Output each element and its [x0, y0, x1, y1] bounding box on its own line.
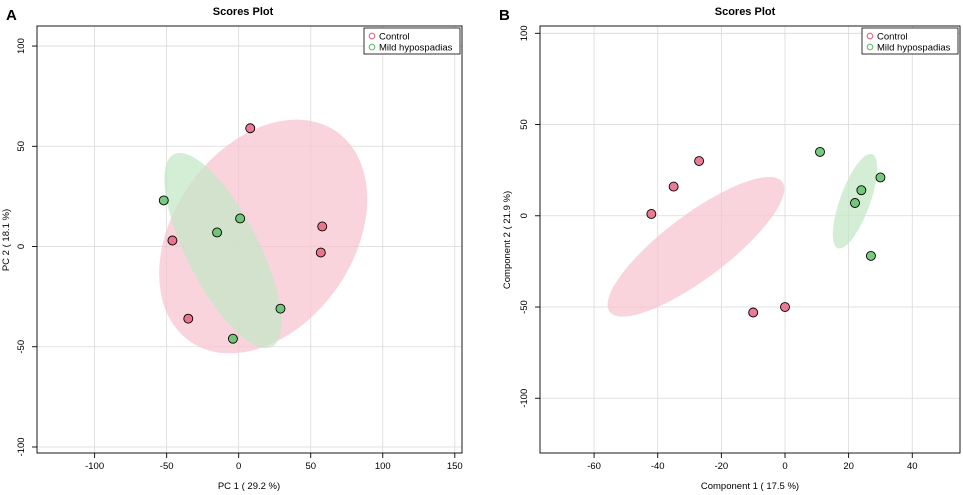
legend-box	[861, 27, 959, 55]
axis-ticks: -100 -50 0 50 100 150 -100 -50 0 50 100	[16, 38, 463, 472]
legend-entry: Control	[379, 31, 410, 42]
legend-marker	[866, 32, 874, 40]
data-point	[850, 198, 860, 208]
y-tick-label: -50	[519, 300, 530, 314]
data-point	[317, 221, 328, 232]
data-point	[212, 227, 223, 238]
data-point	[235, 213, 246, 224]
y-tick-label: -100	[16, 437, 27, 456]
data-point	[275, 303, 286, 314]
plot-frame	[539, 25, 961, 454]
data-point	[865, 250, 876, 261]
x-tick-label: -40	[651, 461, 665, 472]
y-tick-label: 0	[519, 213, 530, 218]
data-point	[315, 247, 326, 258]
chart-title: Scores Plot	[715, 6, 776, 18]
confidence-ellipses	[159, 119, 368, 354]
y-tick-label: 100	[16, 38, 27, 54]
legend-entry: Mild hypospadias	[379, 42, 453, 53]
data-points	[646, 146, 886, 318]
legend-entry: Control	[877, 31, 908, 42]
y-axis-label: PC 2 ( 18.1 %)	[1, 209, 12, 271]
data-point	[167, 235, 178, 246]
data-point	[748, 307, 759, 318]
panel-b: B Scores Plot -60 -40 -20 0 20 40 -100 -50 0 50 10…	[499, 6, 961, 492]
legend-box	[363, 27, 461, 55]
x-tick-label: -50	[160, 461, 174, 472]
legend-marker	[368, 43, 376, 51]
data-point	[875, 172, 886, 183]
data-point	[815, 146, 825, 157]
panel-letter: A	[6, 7, 17, 24]
legend-marker	[866, 43, 874, 51]
x-tick-label: 0	[782, 461, 787, 472]
data-point	[183, 313, 194, 324]
x-axis-label: PC 1 ( 29.2 %)	[218, 481, 280, 492]
legend-marker	[368, 32, 376, 40]
data-point	[227, 333, 238, 344]
data-point	[694, 156, 705, 166]
x-tick-label: 50	[305, 461, 316, 472]
chart-title: Scores Plot	[213, 6, 274, 18]
x-tick-label: -100	[85, 461, 104, 472]
x-axis-label: Component 1 ( 17.5 %)	[701, 481, 799, 492]
x-tick-label: 150	[447, 461, 463, 472]
panel-a: A Scores Plot -100 -50 0 50 100 150 -100 -50 0 50…	[1, 6, 463, 492]
data-point	[646, 209, 657, 219]
data-point	[668, 181, 679, 192]
confidence-ellipses	[607, 153, 878, 317]
x-tick-label: -20	[714, 461, 728, 472]
y-tick-label: -100	[519, 389, 530, 408]
y-tick-label: -50	[16, 340, 27, 354]
data-point	[780, 302, 790, 312]
y-axis-label: Component 2 ( 21.9 %)	[502, 191, 513, 289]
x-tick-label: 20	[843, 461, 854, 472]
axis-ticks: -60 -40 -20 0 20 40 -100 -50 0 50 100	[519, 25, 918, 472]
y-tick-label: 0	[16, 244, 27, 249]
data-points	[158, 123, 328, 344]
confidence-ellipse	[607, 177, 785, 317]
panel-letter: B	[499, 7, 510, 24]
plot-frame	[36, 25, 463, 454]
y-tick-label: 50	[519, 119, 530, 130]
legend-entry: Mild hypospadias	[877, 42, 951, 53]
data-point	[856, 185, 867, 196]
x-tick-label: 0	[236, 461, 241, 472]
x-tick-label: -60	[587, 461, 601, 472]
confidence-ellipse	[164, 152, 282, 349]
y-tick-label: 100	[519, 25, 530, 41]
data-point	[245, 123, 256, 134]
data-point	[158, 195, 169, 206]
x-tick-label: 40	[907, 461, 918, 472]
x-tick-label: 100	[375, 461, 391, 472]
y-tick-label: 50	[16, 141, 27, 152]
